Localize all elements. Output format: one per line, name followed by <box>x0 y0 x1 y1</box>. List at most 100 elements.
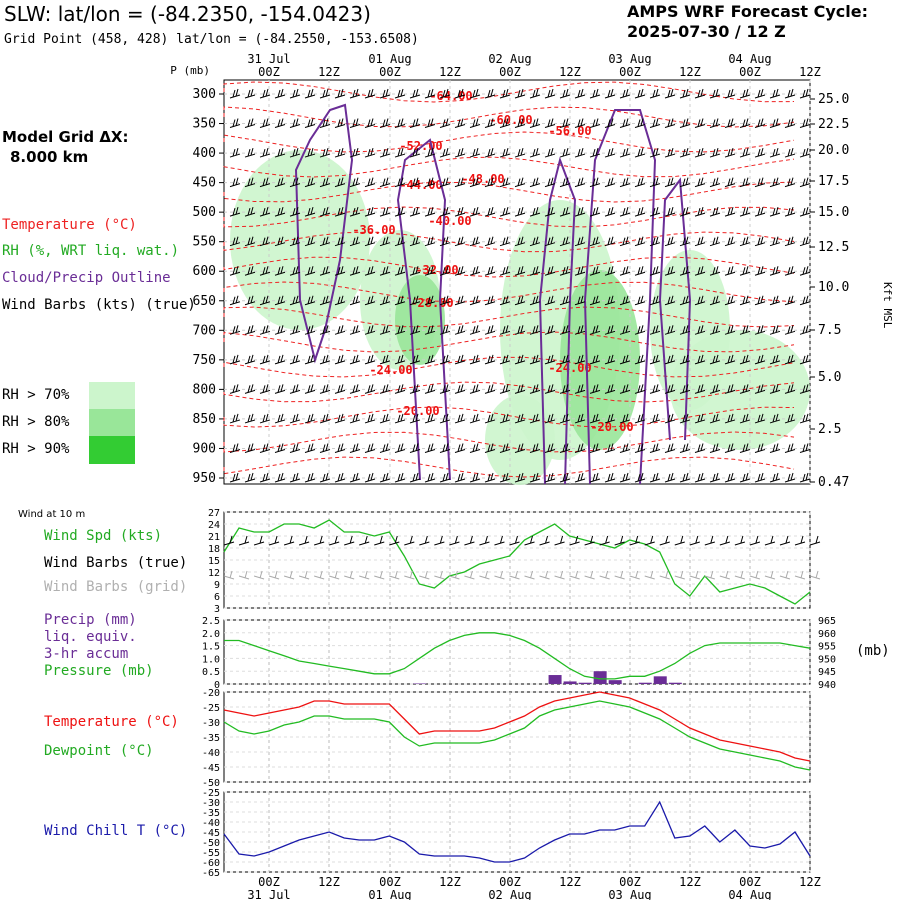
wind-barb-10m-true <box>253 535 265 546</box>
wind-barb <box>469 177 481 188</box>
wind-barb <box>349 384 361 394</box>
wind-barb-10m-true <box>298 535 310 546</box>
wind-barb <box>574 325 586 335</box>
rh-shade-7 <box>485 395 555 485</box>
wind-barb <box>634 354 646 365</box>
wind-barb <box>229 413 241 424</box>
wind-barb <box>649 472 661 483</box>
wind-barb <box>544 147 556 158</box>
wind-barb <box>424 354 436 365</box>
wind-barb <box>469 88 481 99</box>
wind-barb <box>424 413 436 424</box>
wind-barb <box>589 207 601 217</box>
wind-barb <box>544 177 556 188</box>
wind-barb <box>754 118 766 129</box>
wind-barb <box>769 266 781 276</box>
wind-barb <box>319 295 331 306</box>
wind-barb <box>334 443 346 453</box>
wind-barb <box>439 88 451 99</box>
wind-barb <box>619 443 631 453</box>
wind-barb-10m-grid <box>629 570 640 580</box>
wind-barb <box>529 207 541 217</box>
bottom-hour-label: 12Z <box>679 875 701 889</box>
wind-barb <box>754 443 766 453</box>
wind-barb <box>424 118 436 129</box>
wind-barb <box>739 266 751 276</box>
wind-panel-tick-label: 6 <box>214 592 220 603</box>
wind-barb <box>364 207 376 217</box>
wind-barb <box>559 443 571 453</box>
wind-barb <box>514 325 526 335</box>
wind-barb <box>259 207 271 217</box>
precip-panel-frame <box>223 619 811 685</box>
wind-barb <box>244 207 256 217</box>
wind-barb-10m-grid <box>509 570 520 580</box>
wind-barb <box>529 88 541 99</box>
wind-barb <box>499 207 511 217</box>
wind-barb <box>754 177 766 188</box>
wind-barb <box>454 88 466 99</box>
wind-barb <box>619 88 631 99</box>
wind-barb <box>349 236 361 247</box>
wind-barb-10m-true <box>734 535 746 546</box>
wind-barb <box>364 384 376 394</box>
pressure-tick-label: 550 <box>193 235 216 250</box>
wind-barb <box>649 118 661 129</box>
wind-barb <box>544 266 556 276</box>
wind-barb <box>679 118 691 129</box>
wind-barb-10m-grid <box>794 570 806 580</box>
temperature-panel-tick-label: -35 <box>202 733 220 744</box>
wind-panel-tick-label: 21 <box>208 532 220 543</box>
pressure-right-tick-label: 950 <box>818 654 836 665</box>
wind-barb <box>334 236 346 247</box>
precip-bar <box>653 676 667 684</box>
legend-rh: RH (%, WRT liq. wat.) <box>2 243 180 259</box>
wind-barb <box>724 266 736 276</box>
bottom-hour-label: 00Z <box>379 875 401 889</box>
wind-barb <box>544 88 556 99</box>
wind-barb-10m-grid <box>554 570 565 580</box>
wind-barb <box>739 413 751 424</box>
wind-barb <box>259 472 271 483</box>
temperature-contour <box>223 456 795 478</box>
wind-10m-label: Wind at 10 m <box>18 509 86 520</box>
wind-barb <box>289 384 301 394</box>
wind-barb <box>529 384 541 394</box>
temperature-contour <box>223 331 795 353</box>
wind-barb <box>349 266 361 276</box>
wind-barb <box>454 413 466 424</box>
wind-panel-tick-label: 18 <box>208 544 220 555</box>
forecast-cycle-value: 2025-07-30 / 12 Z <box>627 22 786 41</box>
wind-barb <box>604 177 616 188</box>
wind-barb <box>709 354 721 365</box>
wind-barb <box>574 413 586 424</box>
wind-barb <box>724 295 736 306</box>
wind-barb <box>664 413 676 424</box>
wind-barb <box>739 295 751 306</box>
bottom-date-label: 04 Aug <box>728 888 771 900</box>
wind-chill-line <box>223 800 811 863</box>
wind-barb <box>499 295 511 306</box>
temperature-line <box>223 691 811 762</box>
wind-barb <box>634 118 646 129</box>
wind-barb-10m-true <box>329 535 340 546</box>
wind-barb <box>664 236 676 247</box>
wind-barb <box>469 295 481 306</box>
wind-barb-10m-true <box>359 535 370 546</box>
wind-barb <box>739 207 751 217</box>
wind-barb <box>679 295 691 306</box>
temperature-contour <box>223 406 795 428</box>
precip-bar <box>608 680 622 684</box>
wind-barb <box>394 88 406 99</box>
temperature-contour-label: -20.00 <box>396 404 439 418</box>
wind-barb <box>544 384 556 394</box>
wind-barb <box>664 295 676 306</box>
rh90-label: RH > 90% <box>2 441 70 457</box>
wind-barb <box>634 413 646 424</box>
wind-barb-10m-true <box>614 535 625 546</box>
wind-barb-10m-true <box>404 535 415 546</box>
wind-barb-10m-true <box>509 535 520 546</box>
wind-barb <box>619 236 631 247</box>
wind-barb <box>394 472 406 483</box>
pressure-tick-label: 900 <box>193 441 216 456</box>
